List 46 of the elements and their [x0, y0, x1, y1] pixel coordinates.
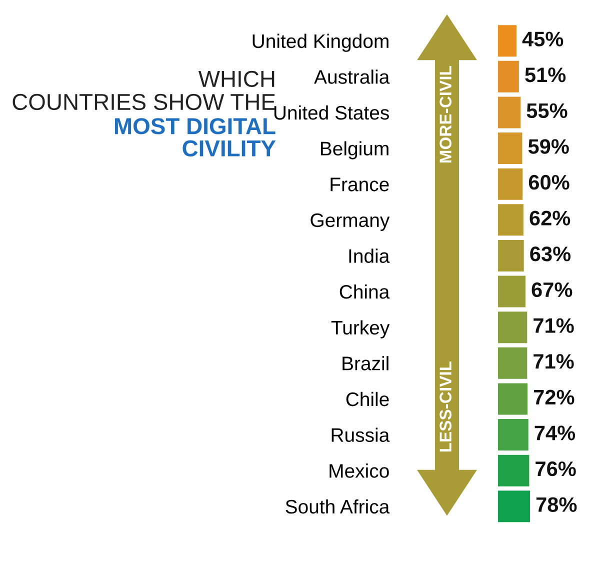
data-label: 51% — [525, 68, 566, 82]
text: MORE-CIVIL — [440, 66, 452, 163]
y-tick-label: Brazil — [342, 356, 388, 370]
data-label: 60% — [528, 174, 570, 190]
text: MOST DIGITAL CIVILITY — [115, 118, 276, 156]
data-label: 71% — [534, 354, 574, 369]
y-tick-label: Turkey — [331, 320, 390, 338]
data-label: 59% — [528, 139, 569, 154]
y-tick-label: Belgium — [321, 141, 388, 160]
y-tick-label: South Africa — [286, 499, 390, 514]
y-tick-label: China — [340, 284, 390, 299]
y-tick-label: Russia — [332, 428, 390, 442]
y-tick-label: Australia — [314, 70, 390, 84]
bar — [498, 454, 530, 486]
y-tick-label: United Kingdom — [252, 34, 388, 52]
data-label: 71% — [534, 318, 574, 333]
bar — [498, 383, 528, 415]
bar — [498, 240, 524, 272]
bar — [498, 276, 526, 308]
y-tick-label: India — [349, 248, 390, 263]
bar — [498, 132, 522, 164]
bar — [498, 96, 521, 128]
bar — [498, 312, 528, 344]
data-label: 63% — [530, 246, 571, 262]
y-tick-label: Mexico — [330, 464, 389, 478]
bar — [498, 25, 516, 57]
data-label: 55% — [526, 103, 568, 118]
text: WHICH COUNTRIES SHOW THE — [12, 70, 276, 110]
data-label: 76% — [536, 461, 576, 476]
data-label: 62% — [530, 210, 570, 226]
data-label: 78% — [536, 497, 577, 512]
data-label: 45% — [522, 32, 564, 46]
bar — [498, 60, 519, 92]
y-tick-label: Germany — [310, 213, 390, 231]
data-label: 74% — [534, 426, 576, 440]
text: LESS-CIVIL — [440, 362, 452, 452]
bar — [498, 490, 530, 522]
y-tick-label: United States — [274, 105, 389, 120]
bar — [498, 204, 524, 236]
data-label: 67% — [532, 282, 572, 298]
bar — [498, 419, 528, 451]
y-tick-label: Chile — [346, 392, 389, 406]
data-label: 72% — [534, 390, 574, 404]
bar — [498, 168, 523, 200]
y-tick-label: France — [330, 178, 389, 192]
bar — [498, 347, 528, 379]
